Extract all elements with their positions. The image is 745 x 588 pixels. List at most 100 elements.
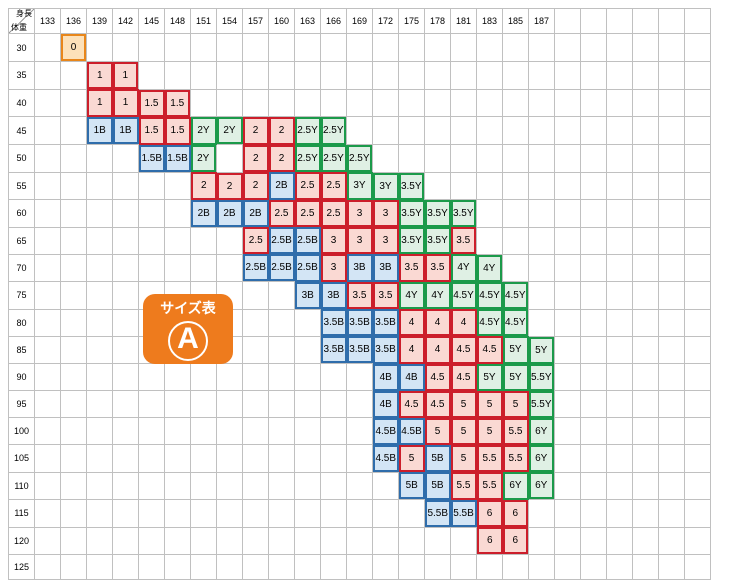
size-cell: 1.5B xyxy=(139,145,165,172)
grid-cell: 1 xyxy=(113,89,139,117)
x-tick xyxy=(685,9,711,34)
grid-cell xyxy=(113,472,139,500)
grid-cell: 2B xyxy=(191,200,217,228)
grid-cell xyxy=(87,309,113,336)
grid-cell xyxy=(113,418,139,445)
grid-cell xyxy=(685,391,711,418)
grid-cell xyxy=(113,282,139,310)
grid-cell xyxy=(269,364,295,391)
grid-cell xyxy=(451,527,477,555)
size-cell: 3.5B xyxy=(373,336,399,364)
grid-cell xyxy=(295,89,321,117)
grid-cell: 3.5 xyxy=(373,282,399,310)
size-cell: 5.5 xyxy=(477,445,503,473)
grid-cell xyxy=(685,89,711,117)
size-cell: 1.5B xyxy=(165,145,191,172)
grid-cell xyxy=(191,418,217,445)
size-cell: 0 xyxy=(61,34,86,61)
grid-cell xyxy=(633,364,659,391)
grid-cell xyxy=(113,200,139,228)
size-cell: 3Y xyxy=(347,172,373,200)
grid-cell xyxy=(451,145,477,173)
x-tick: 139 xyxy=(87,9,113,34)
size-cell: 2 xyxy=(269,145,295,173)
x-tick: 154 xyxy=(217,9,243,34)
grid-cell xyxy=(321,527,347,555)
grid-cell xyxy=(555,34,581,62)
size-cell: 4Y xyxy=(425,282,451,310)
grid-cell xyxy=(295,445,321,473)
grid-cell xyxy=(529,555,555,580)
grid-cell xyxy=(425,34,451,62)
grid-cell xyxy=(477,172,503,200)
grid-cell xyxy=(61,391,87,418)
grid-cell xyxy=(607,117,633,145)
y-tick: 110 xyxy=(9,472,35,500)
size-chart: 身長体重133136139142145148151154157160163166… xyxy=(8,8,737,580)
grid-cell xyxy=(633,89,659,117)
grid-cell xyxy=(191,227,217,254)
grid-cell xyxy=(373,500,399,528)
grid-cell xyxy=(191,62,217,90)
grid-cell xyxy=(425,117,451,145)
grid-cell xyxy=(87,282,113,310)
grid-cell xyxy=(243,391,269,418)
y-tick: 75 xyxy=(9,282,35,310)
grid-cell xyxy=(633,172,659,200)
size-cell: 1 xyxy=(113,89,139,117)
grid-cell: 2 xyxy=(269,145,295,173)
grid-cell: 2.5Y xyxy=(321,145,347,173)
size-cell: 4.5Y xyxy=(477,309,503,336)
grid-cell xyxy=(113,555,139,580)
grid-cell xyxy=(685,418,711,445)
grid-cell xyxy=(61,172,87,200)
grid-cell: 5 xyxy=(503,391,529,418)
size-cell: 1 xyxy=(113,62,139,89)
grid-cell xyxy=(607,227,633,254)
grid-cell xyxy=(555,418,581,445)
grid-cell: 2B xyxy=(217,200,243,228)
grid-cell: 4.5B xyxy=(373,445,399,473)
grid-cell xyxy=(659,500,685,528)
grid-cell xyxy=(269,418,295,445)
grid-cell: 2 xyxy=(243,172,269,200)
grid-cell: 1 xyxy=(113,62,139,90)
grid-cell xyxy=(217,227,243,254)
y-tick: 100 xyxy=(9,418,35,445)
grid-cell xyxy=(295,527,321,555)
grid-cell: 3 xyxy=(373,200,399,228)
size-cell: 2 xyxy=(269,117,295,145)
grid-cell: 1.5B xyxy=(165,145,191,173)
grid-cell xyxy=(113,34,139,62)
grid-cell: 2B xyxy=(269,172,295,200)
grid-cell xyxy=(61,282,87,310)
grid-cell xyxy=(269,555,295,580)
grid-cell xyxy=(633,254,659,282)
grid-cell xyxy=(555,445,581,473)
x-tick xyxy=(607,9,633,34)
size-cell: 2.5 xyxy=(243,227,269,254)
grid-cell xyxy=(113,445,139,473)
grid-cell xyxy=(165,472,191,500)
grid-cell xyxy=(269,336,295,364)
size-cell: 4.5Y xyxy=(503,309,529,336)
grid-cell xyxy=(113,172,139,200)
grid-cell xyxy=(503,34,529,62)
grid-cell xyxy=(347,62,373,90)
grid-cell xyxy=(685,254,711,282)
size-cell: 2B xyxy=(191,200,217,227)
grid-cell: 5 xyxy=(451,445,477,473)
grid-cell xyxy=(477,62,503,90)
grid-cell xyxy=(321,62,347,90)
grid-cell: 3.5Y xyxy=(425,200,451,228)
grid-cell xyxy=(87,227,113,254)
grid-cell xyxy=(321,364,347,391)
grid-cell: 3 xyxy=(373,227,399,254)
grid-cell xyxy=(35,145,61,173)
size-cell: 3B xyxy=(347,254,373,282)
size-cell: 2 xyxy=(243,117,269,145)
y-tick: 80 xyxy=(9,309,35,336)
grid-cell: 3.5B xyxy=(347,309,373,336)
grid-cell xyxy=(555,391,581,418)
grid-cell xyxy=(35,555,61,580)
